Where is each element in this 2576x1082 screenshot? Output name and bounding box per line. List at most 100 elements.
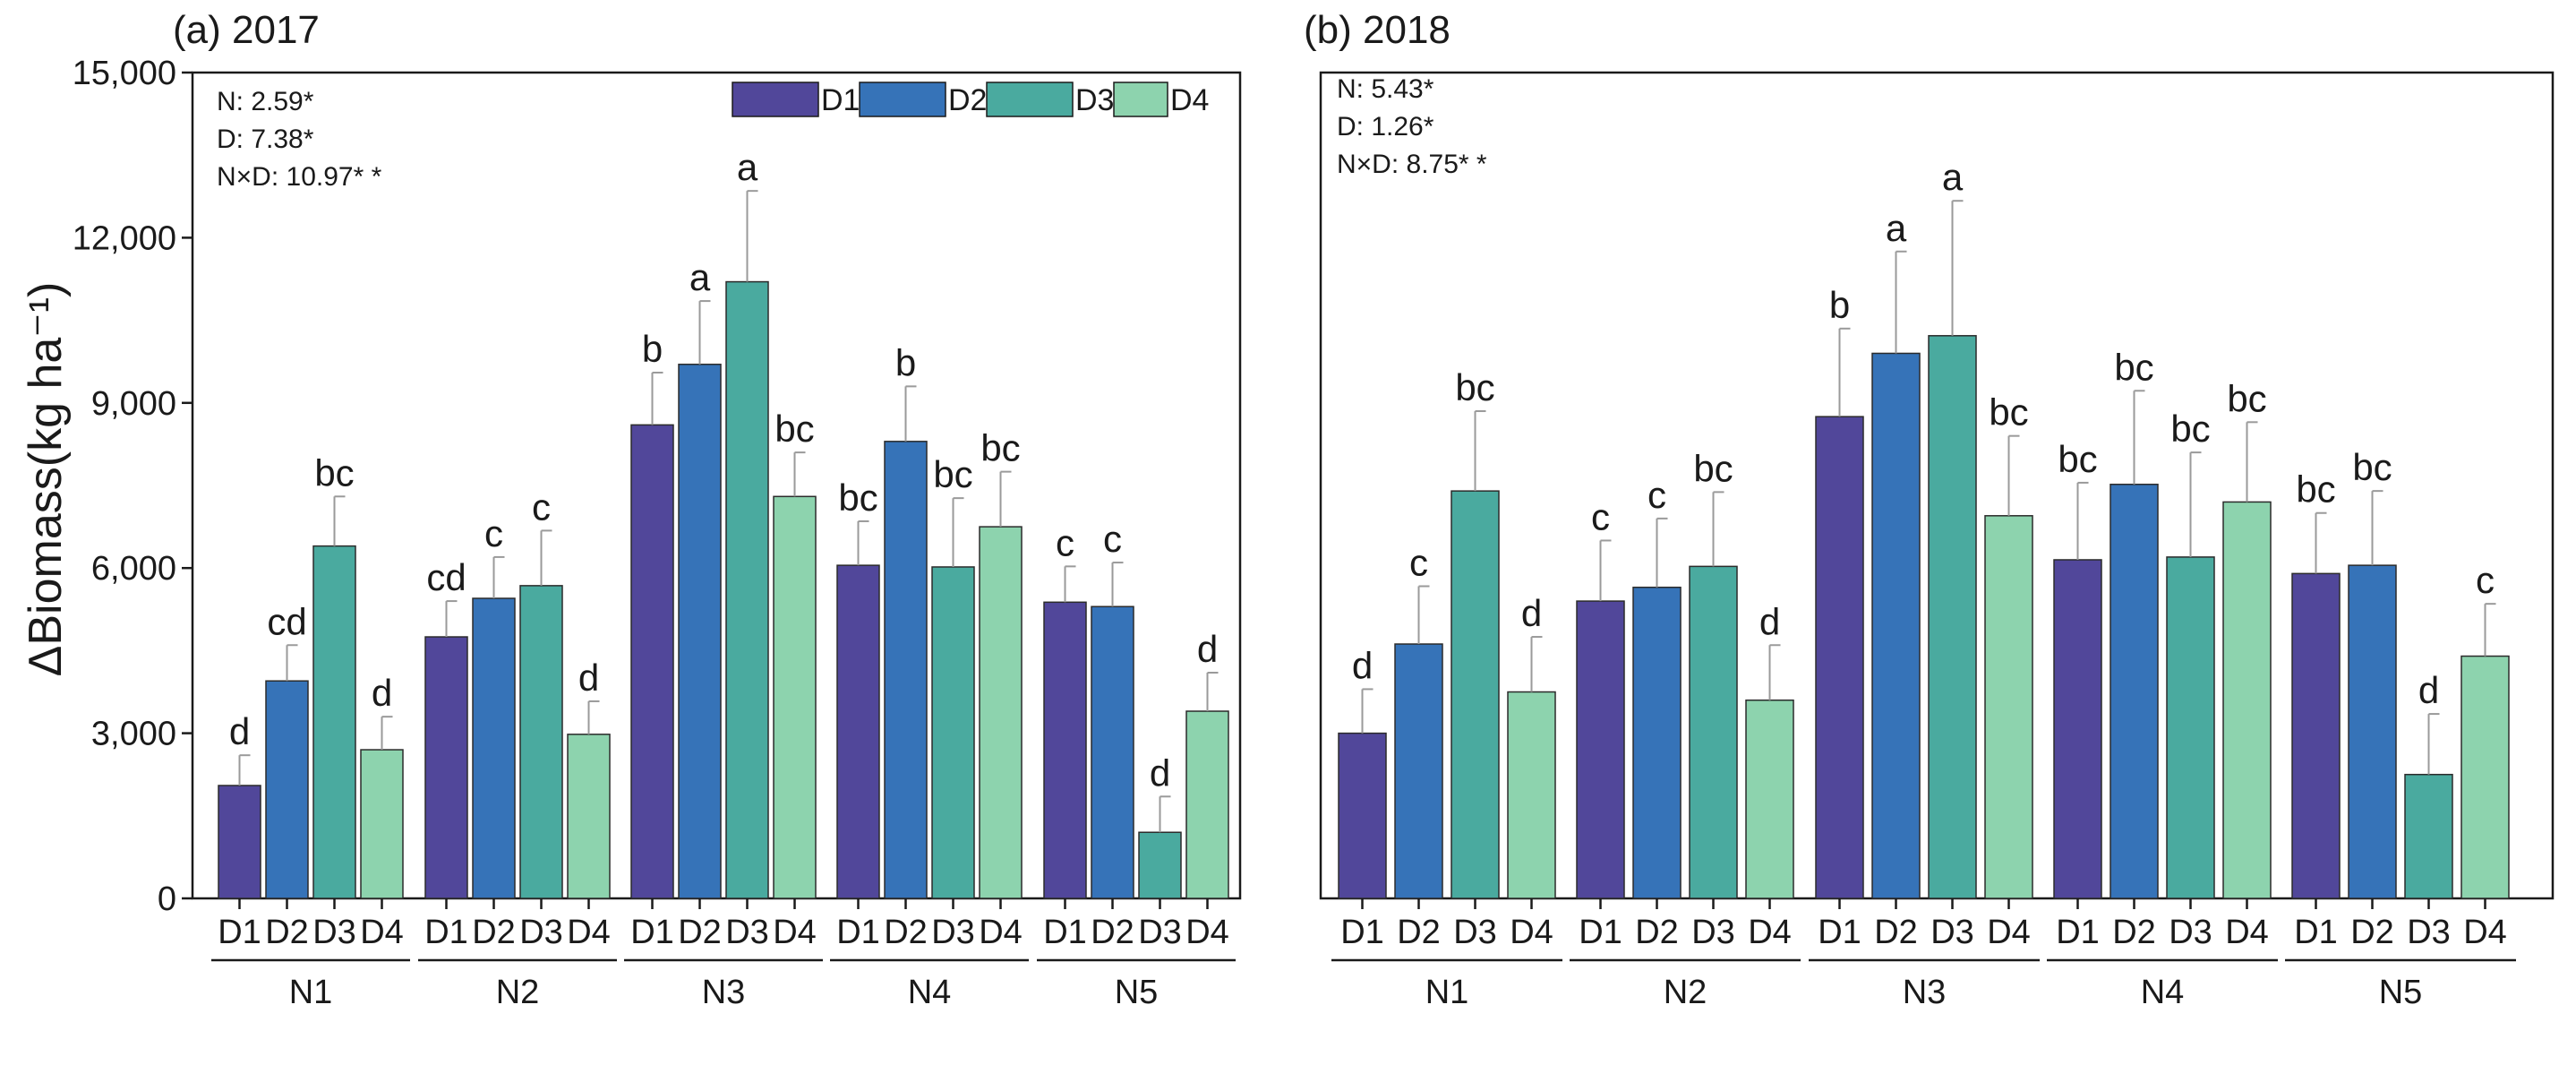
bar-n1-d1: [1338, 732, 1387, 899]
x-tick-label: D3: [1138, 914, 1182, 951]
significance-label: d: [372, 672, 392, 714]
significance-label: c: [1647, 474, 1666, 516]
significance-label: a: [1942, 156, 1964, 198]
significance-label: bc: [1455, 366, 1494, 408]
y-axis: 0 3,000 6,000 9,000 12,000 15,000: [73, 55, 193, 918]
bar-n4-d1: [836, 564, 880, 899]
bar-n2-d2: [472, 597, 516, 899]
bar-n1-d4: [1507, 691, 1556, 899]
panel-2018: (b) 2018 N: 5.43* D: 1.26* N×D: 8.75* * …: [1304, 8, 2555, 1011]
bar-n5-d2: [2348, 564, 2397, 899]
stat-nxd: N×D: 10.97* *: [217, 162, 382, 192]
significance-label: d: [2418, 669, 2439, 711]
x-tick-label: D3: [1930, 914, 1974, 951]
group-label-n5: N5: [1115, 974, 1159, 1011]
bar-n1-d4: [360, 749, 404, 899]
significance-label: cd: [267, 600, 306, 642]
stats-annotation: N: 5.43* D: 1.26* N×D: 8.75* *: [1337, 74, 1487, 179]
y-tick-label: 12,000: [73, 219, 176, 257]
significance-label: bc: [2352, 446, 2392, 488]
bar-n2-d3: [1689, 565, 1738, 899]
significance-label: bc: [314, 451, 354, 494]
significance-label: cd: [426, 556, 466, 598]
significance-label: b: [895, 341, 916, 383]
x-tick-label: D4: [773, 914, 817, 951]
bar-n3-d4: [773, 495, 817, 899]
significance-label: a: [737, 146, 758, 188]
x-tick-label: D2: [1635, 914, 1679, 951]
legend: D1 D2 D3 D4: [732, 82, 1209, 117]
significance-label: b: [1829, 284, 1850, 326]
y-tick-label: 9,000: [91, 385, 176, 423]
bar-n1-d3: [1451, 490, 1500, 899]
significance-label: c: [532, 485, 551, 528]
group-label-n1: N1: [1425, 974, 1469, 1011]
bar-n5-d3: [1138, 831, 1182, 899]
x-tick-label: D4: [2463, 914, 2507, 951]
group-label-n3: N3: [1903, 974, 1947, 1011]
significance-label: bc: [2170, 408, 2210, 450]
significance-label: d: [578, 657, 599, 699]
x-tick-label: D1: [836, 914, 880, 951]
x-tick-label: D3: [1453, 914, 1497, 951]
y-tick-label: 15,000: [73, 55, 176, 92]
group-label-n5: N5: [2379, 974, 2423, 1011]
bar-n1-d1: [218, 785, 261, 899]
significance-label: c: [1591, 495, 1610, 537]
significance-label: bc: [933, 453, 972, 495]
panel-title: (a) 2017: [173, 8, 320, 52]
bar-n5-d3: [2404, 773, 2453, 899]
group-label-n2: N2: [496, 974, 540, 1011]
bar-n4-d2: [884, 441, 928, 899]
stats-annotation: N: 2.59* D: 7.38* N×D: 10.97* *: [217, 87, 382, 192]
bar-n3-d4: [1984, 515, 2033, 899]
significance-label: bc: [2058, 438, 2097, 480]
x-tick-label: D3: [931, 914, 975, 951]
bar-n5-d1: [1043, 601, 1087, 899]
x-tick-label: D1: [2056, 914, 2100, 951]
significance-label: d: [1352, 644, 1373, 686]
y-tick-label: 0: [158, 880, 176, 918]
bar-n1-d2: [1394, 643, 1443, 899]
x-tick-label: D2: [1397, 914, 1441, 951]
group-label-n4: N4: [908, 974, 952, 1011]
significance-label: bc: [1989, 391, 2028, 434]
x-tick-label: D4: [2225, 914, 2269, 951]
bar-n2-d4: [1745, 699, 1794, 899]
x-tick-label: D4: [1510, 914, 1553, 951]
x-tick-label: D1: [1043, 914, 1087, 951]
bar-n4-d2: [2110, 484, 2159, 899]
group-label-n3: N3: [702, 974, 746, 1011]
bar-n3-d3: [725, 280, 769, 899]
x-tick-label: D4: [567, 914, 611, 951]
x-tick-label: D2: [265, 914, 309, 951]
significance-label: bc: [838, 477, 877, 519]
bar-n2-d4: [567, 734, 611, 899]
significance-label: c: [484, 512, 503, 554]
x-tick-label: D3: [725, 914, 769, 951]
significance-label: bc: [2114, 346, 2153, 388]
x-tick-label: D1: [2294, 914, 2338, 951]
significance-label: d: [1521, 592, 1542, 634]
stat-n: N: 2.59*: [217, 87, 314, 116]
bar-n2-d1: [424, 636, 468, 899]
bar-n5-d1: [2291, 572, 2341, 899]
x-tick-label: D2: [2350, 914, 2394, 951]
x-tick-label: D4: [1987, 914, 2031, 951]
x-tick-label: D4: [1185, 914, 1229, 951]
x-tick-label: D4: [360, 914, 404, 951]
bar-n5-d4: [2460, 655, 2510, 899]
bar-n1-d2: [265, 680, 309, 899]
x-tick-label: D2: [2112, 914, 2156, 951]
bar-n4-d4: [979, 526, 1023, 899]
x-tick-label: D3: [519, 914, 563, 951]
y-tick-label: 3,000: [91, 716, 176, 753]
legend-swatch-d4: [1113, 82, 1168, 117]
bar-n2-d3: [519, 585, 563, 899]
panel-title: (b) 2018: [1304, 8, 1451, 52]
x-tick-label: D2: [472, 914, 516, 951]
significance-label: b: [642, 328, 663, 370]
bar-n2-d1: [1576, 600, 1625, 899]
